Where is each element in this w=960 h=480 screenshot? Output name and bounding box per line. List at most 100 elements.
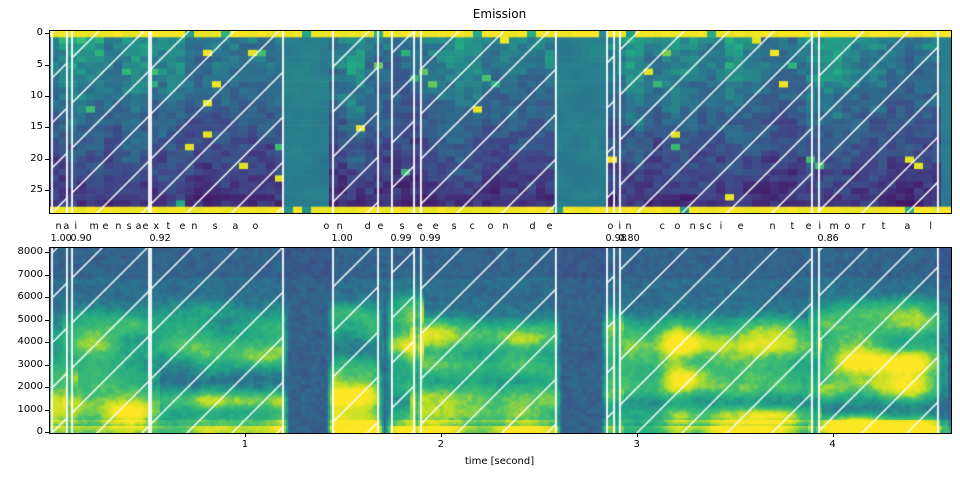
emission-y-tick-label: 15 [30,121,43,133]
spectrogram-x-tick-label: 3 [633,439,640,450]
alignment-char: o [252,221,259,232]
alignment-char: e [377,221,384,232]
alignment-char: c [706,221,712,232]
spectrogram-y-tick-label: 4000 [17,336,43,348]
alignment-score: 0.98 [605,233,627,244]
alignment-char: i [618,221,622,232]
emission-plot [49,30,952,214]
emission-y-tick-label: 5 [36,58,43,70]
spectrogram-y-tick-label: 6000 [17,291,43,303]
alignment-char: a [63,221,70,232]
alignment-char: a [904,221,911,232]
alignment-char: e [546,221,553,232]
alignment-char: t [166,221,171,232]
alignment-char: n [625,221,632,232]
alignment-char: e [805,221,812,232]
alignment-score: 0.86 [817,233,839,244]
alignment-char: t [790,221,795,232]
emission-y-tick-mark [45,64,49,66]
spectrogram-y-tick-label: 5000 [17,313,43,325]
alignment-char: a [135,221,142,232]
alignment-char: m [829,221,839,232]
alignment-char: c [469,221,475,232]
spectrogram-x-tick-label: 1 [241,439,249,450]
alignment-char: o [844,221,851,232]
spectrogram-canvas [50,248,951,433]
spectrogram-y-tick-mark [45,319,49,321]
alignment-char: n [55,221,62,232]
spectrogram-y-tick-label: 8000 [17,246,43,258]
alignment-char: e [432,221,439,232]
spectrogram-y-tick-mark [45,364,49,366]
spectrogram-y-tick-label: 7000 [17,268,43,280]
alignment-char: l [929,221,932,232]
alignment-score: 1.00 [331,233,353,244]
spectrogram-y-tick-mark [45,252,49,254]
spectrogram-y-tick-mark [45,342,49,344]
alignment-char: s [126,221,132,232]
alignment-char: n [115,221,122,232]
alignment-char: o [487,221,494,232]
alignment-char: e [179,221,186,232]
alignment-char: s [699,221,705,232]
spectrogram-x-tick-mark [832,433,834,437]
spectrogram-x-tick-mark [636,433,638,437]
alignment-char: s [399,221,405,232]
alignment-score: 0.99 [419,233,441,244]
alignment-char: n [336,221,343,232]
alignment-char: e [102,221,109,232]
alignment-char: o [323,221,330,232]
alignment-char: e [737,221,744,232]
spectrogram-y-tick-mark [45,432,49,433]
alignment-score: 0.90 [70,233,92,244]
spectrogram-y-tick-label: 3000 [17,358,43,370]
alignment-char: s [212,221,218,232]
alignment-char: o [607,221,614,232]
alignment-char: i [74,221,78,232]
alignment-char: s [451,221,457,232]
emission-y-tick-mark [45,127,49,129]
spectrogram-y-tick-label: 2000 [17,381,43,393]
spectrogram-y-tick-label: 1000 [17,403,43,415]
spectrogram-y-tick-mark [45,274,49,276]
alignment-char: e [142,221,149,232]
emission-heatmap-canvas [50,31,951,213]
alignment-char: r [861,221,866,232]
spectrogram-y-tick-mark [45,297,49,299]
emission-y-tick-label: 25 [30,184,43,196]
alignment-char: n [191,221,198,232]
alignment-score: 1.00 [50,233,72,244]
alignment-char: d [529,221,536,232]
alignment-char: t [881,221,886,232]
alignment-char: a [232,221,239,232]
spectrogram-y-tick-mark [45,387,49,389]
alignment-char: n [769,221,776,232]
alignment-char: i [719,221,723,232]
emission-y-tick-label: 10 [30,89,43,101]
alignment-char: c [659,221,665,232]
emission-y-tick-mark [45,158,49,160]
alignment-score: 0.92 [149,233,171,244]
spectrogram-y-tick-mark [45,409,49,411]
alignment-score: 0.80 [618,233,640,244]
plot-title: Emission [472,7,527,21]
alignment-char: n [502,221,509,232]
emission-y-tick-mark [45,33,49,35]
alignment-char: n [689,221,696,232]
alignment-char: d [364,221,371,232]
emission-y-tick-label: 20 [30,152,43,164]
alignment-char: x [153,221,160,232]
spectrogram-y-tick-label: 0 [36,426,43,437]
emission-y-tick-label: 0 [36,27,43,39]
alignment-char: i [818,221,822,232]
spectrogram-x-tick-label: 2 [437,439,444,450]
emission-y-tick-mark [45,190,49,192]
x-axis-label: time [second] [464,456,535,467]
spectrogram-x-tick-mark [244,433,246,437]
spectrogram-x-tick-label: 4 [829,439,836,450]
alignment-char: m [89,221,99,232]
spectrogram-plot [49,247,952,434]
alignment-char: e [416,221,423,232]
spectrogram-x-tick-mark [440,433,442,437]
